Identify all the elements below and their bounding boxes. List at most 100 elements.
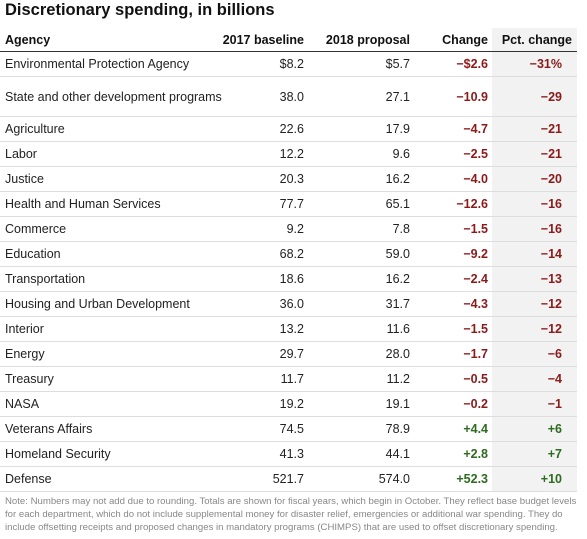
cell-2017-baseline: 22.6	[222, 116, 304, 142]
cell-2017-baseline: 13.2	[222, 316, 304, 342]
cell-pct-change: −6	[492, 341, 577, 367]
cell-pct-change: −20	[492, 166, 577, 192]
cell-change: +4.4	[415, 416, 492, 442]
cell-2018-proposal: 44.1	[304, 441, 415, 467]
column-header-2017-baseline: 2017 baseline	[222, 28, 304, 52]
cell-pct-change: −4	[492, 366, 577, 392]
cell-2017-baseline: 36.0	[222, 291, 304, 317]
cell-2017-baseline: 29.7	[222, 341, 304, 367]
cell-agency: Treasury	[0, 366, 222, 392]
cell-pct-change: −14	[492, 241, 577, 267]
cell-2018-proposal: 11.6	[304, 316, 415, 342]
cell-change: −2.4	[415, 266, 492, 292]
table-row: Health and Human Services 77.7 65.1 −12.6 −1…	[0, 191, 577, 217]
cell-agency: Homeland Security	[0, 441, 222, 467]
cell-pct-change: +7	[492, 441, 577, 467]
cell-agency: Labor	[0, 141, 222, 167]
cell-agency: Agriculture	[0, 116, 222, 142]
cell-agency: Education	[0, 241, 222, 267]
table-row: NASA 19.2 19.1 −0.2 −1	[0, 391, 577, 417]
cell-agency: Health and Human Services	[0, 191, 222, 217]
cell-agency: Commerce	[0, 216, 222, 242]
cell-2018-proposal: $5.7	[304, 51, 415, 77]
cell-agency: Veterans Affairs	[0, 416, 222, 442]
cell-change: −4.0	[415, 166, 492, 192]
cell-2017-baseline: $8.2	[222, 51, 304, 77]
cell-2017-baseline: 74.5	[222, 416, 304, 442]
cell-pct-change: −13	[492, 266, 577, 292]
cell-pct-change: −31%	[492, 51, 577, 77]
cell-pct-change: −12	[492, 291, 577, 317]
cell-2018-proposal: 59.0	[304, 241, 415, 267]
table-row: Education 68.2 59.0 −9.2 −14	[0, 241, 577, 267]
table-title: Discretionary spending, in billions	[5, 1, 275, 19]
cell-2017-baseline: 11.7	[222, 366, 304, 392]
spending-table: Agency 2017 baseline 2018 proposal Chang…	[0, 28, 577, 492]
cell-change: −12.6	[415, 191, 492, 217]
table-row: Justice 20.3 16.2 −4.0 −20	[0, 166, 577, 192]
column-header-pct-change: Pct. change	[492, 28, 577, 52]
cell-change: −1.7	[415, 341, 492, 367]
table-row: State and other development programs 38.0…	[0, 76, 577, 117]
cell-pct-change: +6	[492, 416, 577, 442]
cell-2018-proposal: 574.0	[304, 466, 415, 492]
cell-pct-change: −29	[492, 76, 577, 117]
cell-agency: Interior	[0, 316, 222, 342]
cell-2017-baseline: 41.3	[222, 441, 304, 467]
cell-change: −2.5	[415, 141, 492, 167]
cell-2017-baseline: 9.2	[222, 216, 304, 242]
cell-2018-proposal: 27.1	[304, 76, 415, 117]
table-row: Commerce 9.2 7.8 −1.5 −16	[0, 216, 577, 242]
footnote: Note: Numbers may not add due to roundin…	[5, 496, 577, 533]
cell-pct-change: −21	[492, 116, 577, 142]
table-row: Energy 29.7 28.0 −1.7 −6	[0, 341, 577, 367]
cell-pct-change: −16	[492, 191, 577, 217]
cell-change: −4.3	[415, 291, 492, 317]
table-row: Labor 12.2 9.6 −2.5 −21	[0, 141, 577, 167]
table-row: Veterans Affairs 74.5 78.9 +4.4 +6	[0, 416, 577, 442]
cell-change: +52.3	[415, 466, 492, 492]
cell-2018-proposal: 9.6	[304, 141, 415, 167]
cell-2018-proposal: 11.2	[304, 366, 415, 392]
column-header-agency: Agency	[0, 28, 222, 52]
cell-agency: Environmental Protection Agency	[0, 51, 222, 77]
cell-2018-proposal: 31.7	[304, 291, 415, 317]
cell-2017-baseline: 18.6	[222, 266, 304, 292]
cell-agency: State and other development programs	[0, 76, 222, 117]
table-row: Defense 521.7 574.0 +52.3 +10	[0, 466, 577, 492]
table-row: Agriculture 22.6 17.9 −4.7 −21	[0, 116, 577, 142]
cell-change: +2.8	[415, 441, 492, 467]
cell-pct-change: −21	[492, 141, 577, 167]
cell-2018-proposal: 28.0	[304, 341, 415, 367]
cell-pct-change: +10	[492, 466, 577, 492]
cell-2017-baseline: 77.7	[222, 191, 304, 217]
cell-change: −9.2	[415, 241, 492, 267]
cell-2018-proposal: 78.9	[304, 416, 415, 442]
cell-2018-proposal: 17.9	[304, 116, 415, 142]
cell-agency: Defense	[0, 466, 222, 492]
cell-agency: NASA	[0, 391, 222, 417]
cell-pct-change: −12	[492, 316, 577, 342]
cell-2018-proposal: 16.2	[304, 166, 415, 192]
table-row: Environmental Protection Agency $8.2 $5.7 −…	[0, 51, 577, 77]
table-row: Interior 13.2 11.6 −1.5 −12	[0, 316, 577, 342]
cell-change: −1.5	[415, 216, 492, 242]
cell-agency: Energy	[0, 341, 222, 367]
table-row: Treasury 11.7 11.2 −0.5 −4	[0, 366, 577, 392]
cell-pct-change: −1	[492, 391, 577, 417]
cell-2017-baseline: 12.2	[222, 141, 304, 167]
cell-2017-baseline: 19.2	[222, 391, 304, 417]
cell-pct-change: −16	[492, 216, 577, 242]
cell-agency: Transportation	[0, 266, 222, 292]
cell-change: −1.5	[415, 316, 492, 342]
cell-2017-baseline: 68.2	[222, 241, 304, 267]
cell-change: −0.5	[415, 366, 492, 392]
table-body: Environmental Protection Agency $8.2 $5.7−…	[0, 51, 577, 492]
cell-change: −4.7	[415, 116, 492, 142]
cell-change: −10.9	[415, 76, 492, 117]
cell-agency: Justice	[0, 166, 222, 192]
cell-change: −0.2	[415, 391, 492, 417]
cell-2018-proposal: 16.2	[304, 266, 415, 292]
column-header-2018-proposal: 2018 proposal	[304, 28, 415, 52]
